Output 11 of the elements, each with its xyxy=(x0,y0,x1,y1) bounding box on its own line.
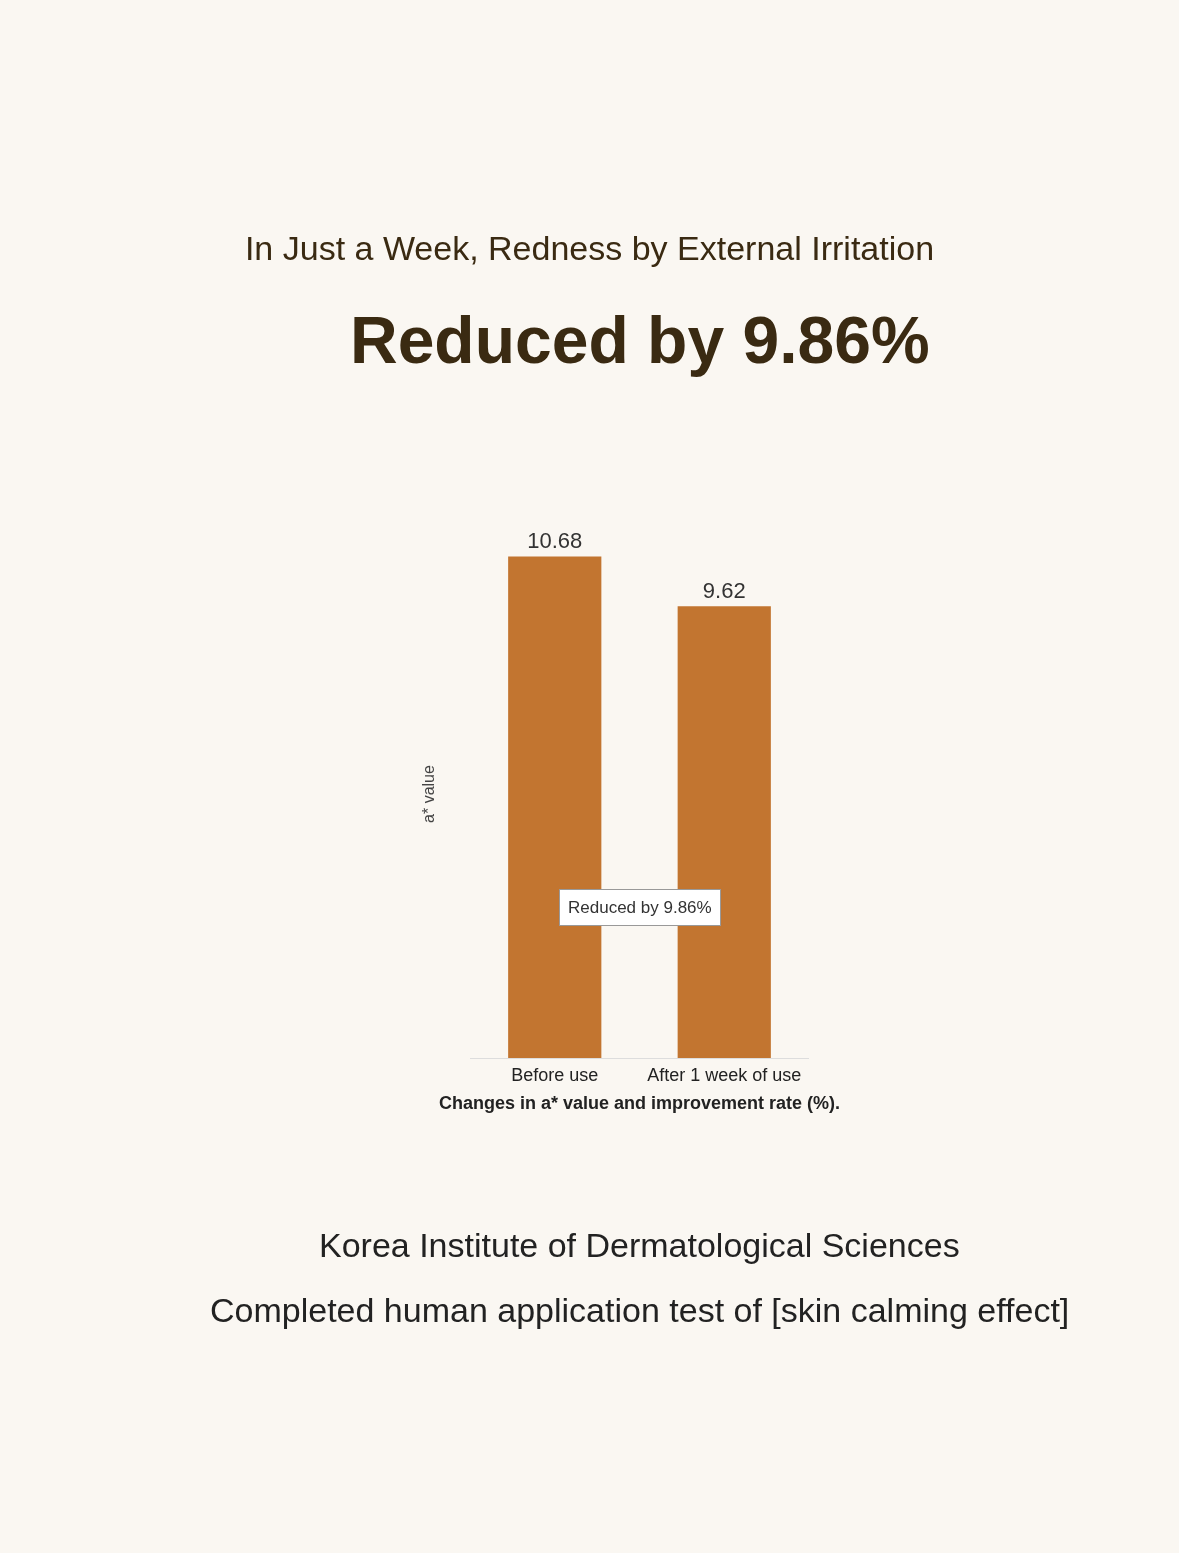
y-axis-title: a* value xyxy=(419,764,437,823)
chart-subtitle: Reduced by 9.86% xyxy=(350,303,930,377)
x-tick-label: Before use xyxy=(511,1064,599,1085)
annotation: Reduced by 9.86% xyxy=(568,898,712,917)
data-label: 9.62 xyxy=(702,578,746,604)
chart-title: In Just a Week, Redness by External Irritation xyxy=(244,229,935,268)
text: Completed human application test of [skin calming effect] xyxy=(210,1291,1070,1329)
x-axis-title: Changes in a* value and improvement rate (%). xyxy=(438,1092,841,1113)
text: Korea Institute of Dermatological Sciences xyxy=(319,1226,960,1264)
x-tick-label: After 1 week of use xyxy=(647,1064,802,1085)
data-label: 10.68 xyxy=(527,528,583,554)
